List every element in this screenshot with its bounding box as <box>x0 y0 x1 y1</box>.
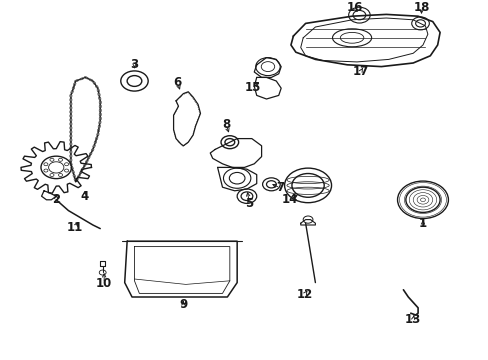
Text: 12: 12 <box>296 288 312 301</box>
Text: 6: 6 <box>173 76 181 89</box>
Text: 13: 13 <box>404 313 421 326</box>
Polygon shape <box>290 14 439 67</box>
Text: 3: 3 <box>130 58 138 71</box>
Text: 1: 1 <box>418 217 426 230</box>
Text: 10: 10 <box>96 277 112 290</box>
Text: 9: 9 <box>179 298 187 311</box>
Text: 17: 17 <box>352 65 368 78</box>
Text: 18: 18 <box>412 1 429 14</box>
Text: 16: 16 <box>346 1 362 14</box>
Text: 14: 14 <box>281 193 297 206</box>
Text: 4: 4 <box>81 190 88 203</box>
Text: 11: 11 <box>66 221 83 234</box>
Text: 5: 5 <box>245 197 253 210</box>
Text: 2: 2 <box>52 193 60 206</box>
Text: 7: 7 <box>276 181 284 194</box>
Text: 8: 8 <box>222 118 229 131</box>
Text: 15: 15 <box>244 81 261 94</box>
